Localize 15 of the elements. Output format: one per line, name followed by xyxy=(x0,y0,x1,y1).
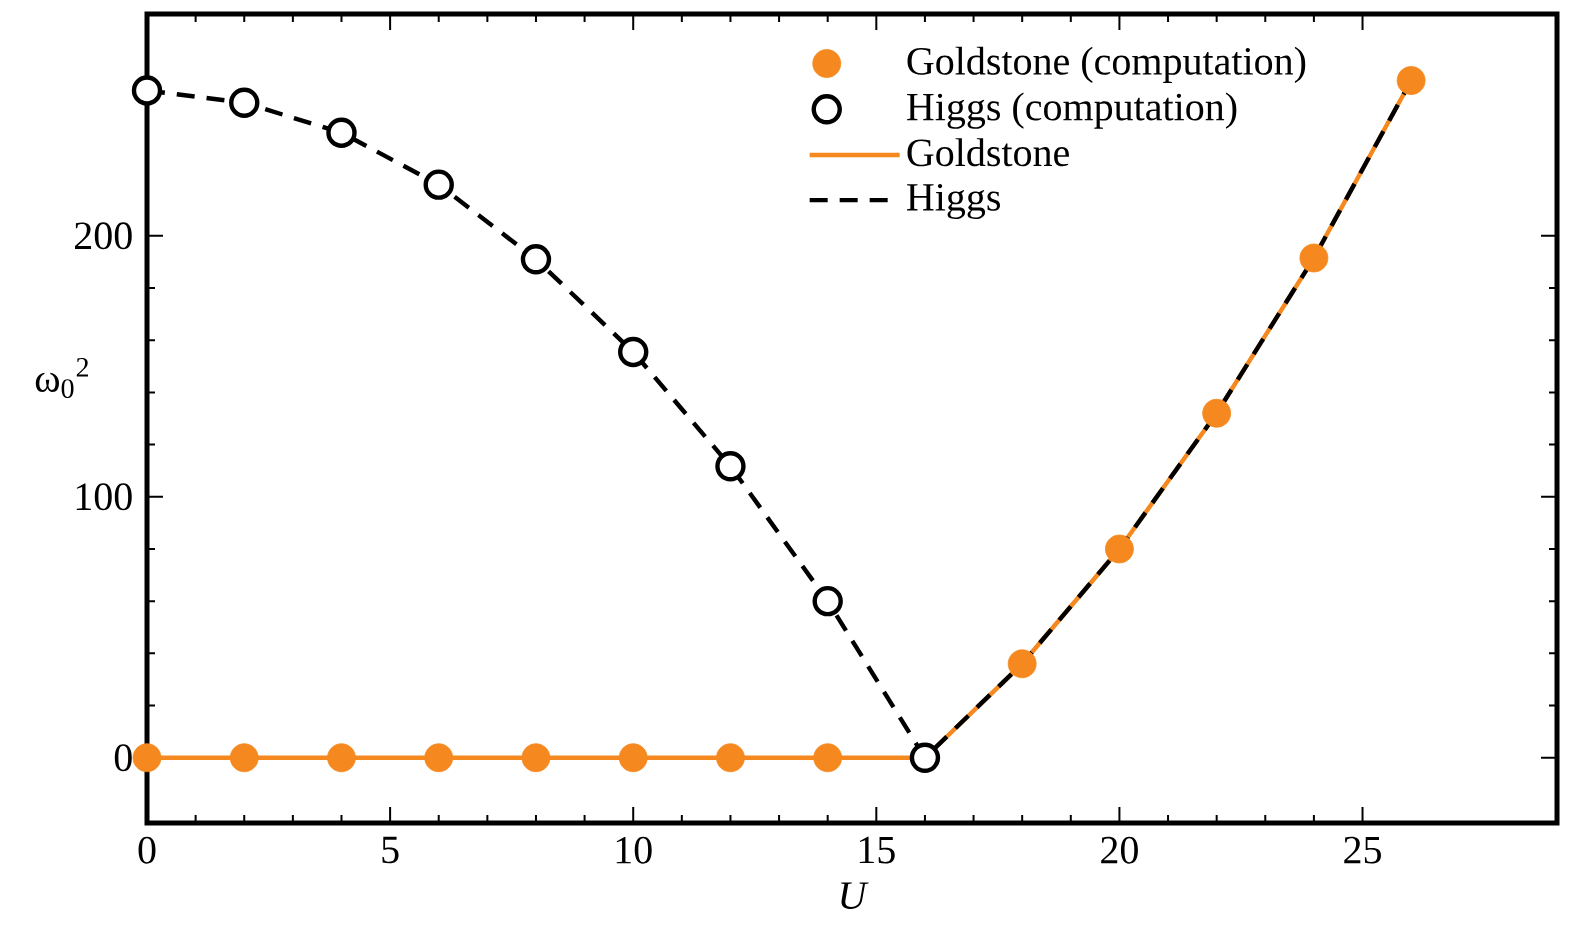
y-tick-label: 0 xyxy=(114,744,132,772)
legend-label: Higgs xyxy=(907,183,1000,220)
legend-label: Higgs (computation) xyxy=(907,92,1237,129)
legend-label: Goldstone xyxy=(907,138,1069,167)
y-axis-title: ω$_{0}$2 xyxy=(35,357,89,399)
x-tick-label: 0 xyxy=(138,836,156,864)
x-tick-label: 15 xyxy=(859,836,895,864)
y-tick-label: 100 xyxy=(76,483,132,511)
x-tick-label: 20 xyxy=(1101,836,1138,864)
x-axis-title: U xyxy=(841,882,869,910)
x-tick-label: 25 xyxy=(1344,836,1381,864)
x-tick-label: 5 xyxy=(382,836,399,864)
legend-label: Goldstone (computation) xyxy=(907,46,1306,83)
y-tick-label: 200 xyxy=(75,222,132,250)
x-tick-label: 10 xyxy=(616,836,652,864)
